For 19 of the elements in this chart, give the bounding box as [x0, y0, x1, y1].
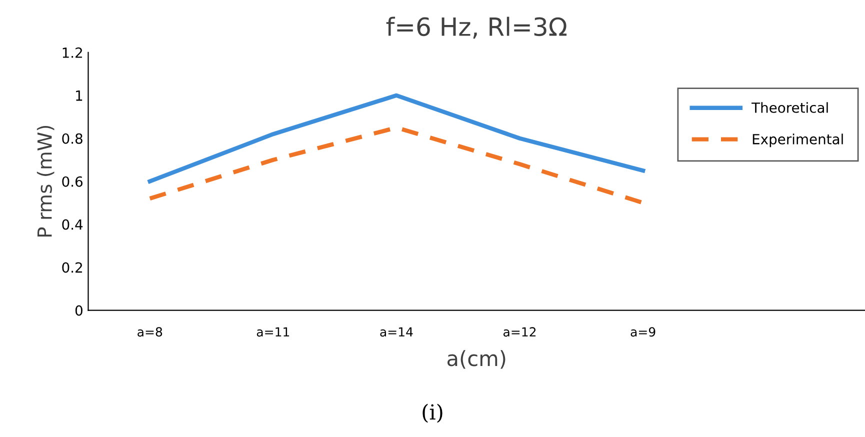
x-tick-label: a=8 — [138, 327, 162, 337]
y-tick-label: 1 — [76, 90, 82, 101]
x-tick-label: a=14 — [380, 327, 413, 337]
y-tick-label: 0.2 — [62, 262, 82, 273]
x-axis-title: a(cm) — [447, 350, 506, 369]
y-axis-title: P rms (mW) — [36, 126, 54, 237]
y-tick-label: 0.6 — [62, 176, 82, 187]
chart-title: f=6 Hz, Rl=3Ω — [386, 16, 567, 39]
text: (i) — [422, 404, 442, 423]
x-tick-label: a=11 — [256, 327, 290, 337]
line-series — [148, 93, 646, 184]
legend-label: Experimental — [752, 134, 843, 148]
x-tick-label: a=12 — [504, 327, 536, 337]
y-tick-label: 0 — [75, 305, 82, 316]
x-tick-label: a=9 — [630, 327, 656, 337]
y-tick-label: 0.8 — [62, 133, 82, 144]
legend-label: Theoretical — [752, 102, 828, 113]
y-tick-label: 1.2 — [62, 47, 82, 58]
y-tick-label: 0.4 — [62, 219, 83, 230]
